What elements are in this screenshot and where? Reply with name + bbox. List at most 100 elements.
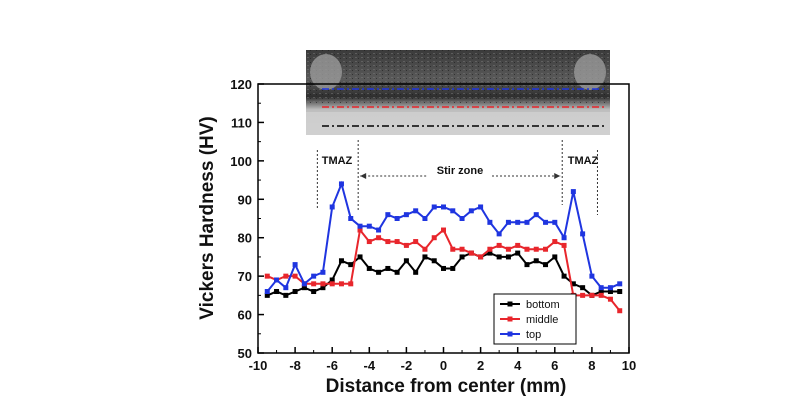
x-tick-label: -4 [364,358,376,373]
data-point-middle [478,254,484,260]
legend-label-middle: middle [526,314,558,326]
series-line-top [266,180,621,293]
data-point-bottom [607,289,613,295]
data-point-bottom [570,281,576,287]
data-point-bottom [515,250,521,256]
data-point-bottom [431,258,437,264]
data-point-top [348,216,354,221]
stir-zone-arrowhead-right [554,173,561,179]
data-point-middle [589,292,595,298]
data-point-bottom [422,254,428,260]
data-point-bottom [617,289,623,295]
data-point-top [403,212,409,218]
legend: bottom middle top [493,293,577,345]
data-point-top [505,219,511,225]
data-point-bottom [394,269,400,275]
data-point-bottom [441,265,446,271]
x-tick-label: -10 [249,358,268,373]
data-point-top [385,212,391,218]
x-tick-label: -6 [326,358,338,373]
data-point-middle [385,239,391,245]
data-point-middle [533,246,539,252]
stir-zone-arrowhead-left [360,173,367,179]
data-point-bottom [385,265,391,271]
data-point-bottom [450,265,456,271]
data-point-middle [366,239,372,245]
data-point-top [515,219,521,225]
x-tick-label: 0 [440,358,447,373]
data-point-middle [376,235,382,241]
data-point-top [292,262,298,268]
y-tick-label: 60 [238,308,252,323]
data-point-bottom [274,289,280,295]
weld-cross-section-image [306,50,610,135]
series-middle [264,227,623,314]
data-point-middle [338,281,344,287]
legend-swatch-marker [507,301,513,307]
y-tick-label: 120 [230,77,252,92]
data-point-middle [543,246,549,252]
data-point-bottom [283,292,289,298]
zone-annotations: TMAZ Stir zone TMAZ [316,140,599,215]
inset-image-texture [306,50,610,105]
data-point-top [478,204,484,210]
data-point-bottom [459,254,465,260]
x-tick-label: -2 [401,358,413,373]
data-point-middle [607,296,613,302]
data-point-top [422,216,428,221]
data-point-top [580,231,586,237]
data-point-middle [329,281,335,287]
data-point-bottom [598,289,604,295]
data-point-top [543,219,549,225]
data-point-middle [515,242,521,248]
data-point-bottom [320,285,326,291]
data-point-top [264,289,270,295]
y-tick-label: 80 [238,231,252,246]
data-point-top [366,223,372,229]
data-point-bottom [533,258,539,264]
data-point-top [598,285,604,291]
y-tick-label: 100 [230,154,252,169]
data-point-bottom [376,269,382,275]
series-bottom [264,250,623,298]
data-point-middle [357,227,363,233]
data-point-top [533,212,539,218]
data-point-bottom [561,273,567,279]
data-point-bottom [329,277,335,283]
data-point-top [338,181,344,187]
data-point-bottom [496,254,502,260]
data-point-middle [283,273,289,279]
x-tick-label: -8 [289,358,301,373]
data-point-middle [441,227,446,233]
data-point-middle [524,246,530,252]
data-point-middle [394,239,400,245]
data-point-bottom [311,289,317,295]
data-point-bottom [292,289,298,295]
data-point-top [394,216,400,221]
x-tick-label: 6 [551,358,558,373]
data-point-bottom [413,269,419,275]
inset-measurement-lines [322,88,604,127]
data-point-top [357,223,363,229]
stir-zone-label: Stir zone [437,165,483,177]
data-point-top [459,216,465,221]
x-tick-label: 8 [588,358,595,373]
y-axis: 50 60 70 80 90 100 110 120 [230,77,264,361]
data-point-top [496,231,502,237]
data-point-middle [292,273,298,279]
data-point-top [431,204,437,210]
y-tick-label: 50 [238,346,252,361]
data-point-top [561,235,567,241]
data-point-middle [348,281,354,287]
data-point-top [441,204,446,210]
series-top [264,180,623,295]
series-group [264,180,623,314]
data-point-bottom [580,285,586,291]
data-point-middle [413,239,419,245]
x-axis-title: Distance from center (mm) [326,376,567,397]
data-point-middle [311,281,317,287]
inset-image-bottom-band [306,112,610,135]
data-point-top [450,208,456,214]
y-tick-label: 90 [238,192,252,207]
data-point-middle [561,242,567,248]
